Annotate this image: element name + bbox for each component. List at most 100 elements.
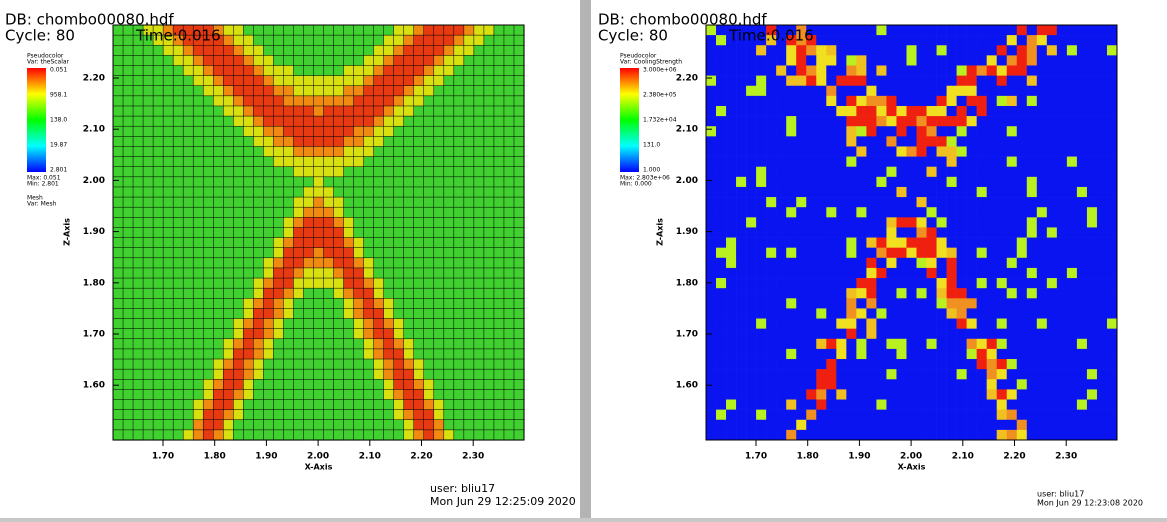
cell	[1076, 379, 1088, 390]
cell	[736, 369, 747, 380]
cell	[293, 389, 305, 401]
cell	[796, 338, 807, 350]
cell	[846, 95, 857, 107]
cell	[1066, 429, 1078, 441]
cell	[283, 105, 294, 117]
cell	[916, 318, 927, 329]
cell	[786, 419, 797, 431]
cell	[1056, 298, 1068, 309]
cell	[343, 146, 355, 158]
cell	[263, 257, 274, 269]
cell	[746, 186, 757, 198]
cell	[503, 389, 515, 401]
cell	[826, 419, 837, 431]
cell	[162, 227, 174, 239]
cell	[866, 146, 877, 157]
cell	[263, 55, 274, 67]
cell	[333, 186, 345, 198]
cell	[716, 278, 727, 289]
cell	[806, 308, 817, 319]
cell	[453, 298, 465, 309]
cell	[816, 348, 827, 360]
cell	[473, 237, 485, 249]
cell	[433, 267, 445, 279]
cell	[142, 105, 154, 117]
cell	[736, 379, 747, 390]
legend-var: Var: CoolingStrength	[620, 59, 682, 66]
cell	[192, 55, 204, 67]
cell	[483, 257, 495, 269]
cell	[323, 206, 335, 218]
cell	[202, 75, 214, 87]
cell	[926, 75, 937, 87]
cell	[313, 389, 325, 401]
cell	[1036, 369, 1048, 380]
cell	[806, 247, 817, 259]
cell	[182, 176, 194, 188]
cell	[1106, 419, 1118, 431]
cell	[212, 328, 224, 340]
cell	[373, 318, 385, 330]
cell	[192, 75, 204, 87]
cell	[1016, 35, 1028, 46]
cell	[1076, 65, 1088, 76]
cell	[996, 359, 1008, 370]
cell	[1106, 116, 1118, 127]
cell	[886, 116, 897, 127]
cell	[182, 318, 194, 330]
cell	[483, 429, 495, 441]
cell	[112, 186, 124, 198]
cell	[1026, 308, 1038, 319]
cell	[1056, 105, 1068, 117]
cell	[112, 166, 124, 178]
cell	[1096, 186, 1108, 198]
cell	[413, 368, 425, 380]
y-tick-label: 1.70	[676, 330, 698, 340]
cell	[273, 419, 284, 431]
cell	[816, 247, 827, 259]
cell	[1026, 409, 1038, 421]
cell	[1036, 379, 1048, 390]
cell	[996, 257, 1008, 269]
cell	[1096, 399, 1108, 410]
cell	[936, 328, 947, 340]
cell	[976, 237, 987, 248]
cell	[946, 227, 957, 238]
cell	[202, 237, 214, 249]
cell	[816, 278, 827, 289]
cell	[1056, 227, 1068, 238]
cell	[503, 348, 515, 360]
cell	[473, 176, 485, 188]
cell	[1046, 227, 1058, 238]
cell	[816, 409, 827, 421]
cell	[856, 409, 867, 421]
cell	[403, 176, 415, 188]
cell	[726, 207, 737, 218]
cell	[1046, 237, 1058, 248]
cell	[453, 348, 465, 360]
cell	[916, 197, 927, 208]
cell	[846, 399, 857, 410]
cell	[766, 25, 777, 36]
cell	[1076, 146, 1088, 157]
cell	[796, 429, 807, 441]
cell	[122, 176, 134, 188]
cell	[866, 136, 877, 147]
cell	[966, 217, 977, 228]
cell	[956, 186, 967, 198]
cell	[353, 115, 365, 127]
cell	[253, 277, 264, 289]
cell	[403, 95, 415, 107]
cell	[956, 45, 967, 56]
cell	[283, 206, 294, 218]
cell	[453, 65, 465, 77]
cell	[112, 146, 124, 158]
cell	[283, 75, 294, 87]
cell	[1086, 308, 1098, 319]
cell	[906, 55, 917, 66]
cell	[856, 65, 867, 76]
cell	[796, 197, 807, 208]
cell	[513, 409, 525, 421]
cell	[383, 95, 395, 107]
cell	[293, 409, 305, 421]
